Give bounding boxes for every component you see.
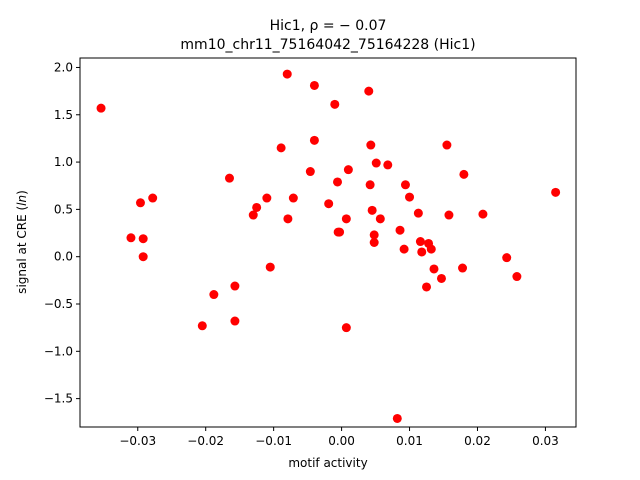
data-point	[330, 99, 340, 109]
x-axis-ticks: −0.03 −0.02 −0.01 0.00 0.01 0.02 0.03	[119, 427, 559, 448]
data-point	[135, 198, 145, 208]
data-point	[276, 143, 286, 153]
data-point	[442, 140, 452, 150]
y-tick-label: −0.5	[44, 297, 73, 311]
y-axis-label: signal at CRE (ln)	[15, 190, 29, 294]
data-point	[96, 103, 106, 113]
y-tick-label: −1.5	[44, 392, 73, 406]
data-point	[367, 205, 377, 215]
data-point	[422, 282, 432, 292]
data-point	[502, 253, 512, 263]
data-point	[335, 227, 345, 237]
chart-title-line2: mm10_chr11_75164042_75164228 (Hic1)	[180, 37, 475, 53]
x-tick-label: 0.03	[532, 434, 559, 448]
data-point	[333, 177, 343, 187]
x-axis-label: motif activity	[288, 456, 367, 470]
data-point	[429, 264, 439, 274]
data-point	[252, 202, 262, 212]
plot-area	[96, 69, 561, 423]
data-point	[436, 273, 446, 283]
y-tick-label: −1.0	[44, 344, 73, 358]
x-tick-label: 0.01	[396, 434, 423, 448]
x-tick-label: −0.03	[119, 434, 156, 448]
data-point	[265, 262, 275, 272]
data-point	[283, 214, 293, 224]
data-point	[197, 321, 207, 331]
data-point	[415, 237, 425, 247]
data-point	[138, 234, 148, 244]
y-tick-label: 0.0	[54, 250, 73, 264]
data-point	[126, 233, 136, 243]
data-point	[458, 263, 468, 273]
data-point	[138, 252, 148, 262]
data-point	[305, 167, 315, 177]
axes-frame	[79, 57, 577, 428]
data-point	[224, 173, 234, 183]
data-point	[478, 209, 488, 219]
y-tick-label: 1.0	[54, 155, 73, 169]
data-point	[230, 281, 240, 291]
x-tick-label: 0.00	[328, 434, 355, 448]
data-point	[148, 193, 158, 203]
data-point	[365, 180, 375, 190]
data-point	[364, 86, 374, 96]
data-point	[369, 230, 379, 240]
data-point	[209, 290, 219, 300]
data-point	[399, 244, 409, 254]
y-tick-label: 0.5	[54, 202, 73, 216]
data-point	[324, 199, 334, 209]
data-point	[417, 247, 427, 257]
data-point	[413, 208, 423, 218]
data-point	[262, 193, 272, 203]
data-point	[230, 316, 240, 326]
data-point	[400, 180, 410, 190]
data-point	[309, 135, 319, 145]
y-tick-label: 1.5	[54, 108, 73, 122]
data-point	[444, 210, 454, 220]
y-tick-label: 2.0	[54, 60, 73, 74]
x-tick-label: 0.02	[464, 434, 491, 448]
data-point	[383, 160, 393, 170]
x-tick-label: −0.02	[187, 434, 224, 448]
data-point	[288, 193, 298, 203]
data-point	[366, 140, 376, 150]
data-point	[282, 69, 292, 79]
y-axis-ticks: −1.5 −1.0 −0.5 0.0 0.5 1.0 1.5 2.0	[44, 60, 80, 406]
data-point	[426, 244, 436, 254]
data-point	[341, 323, 351, 333]
data-point	[395, 225, 405, 235]
data-point	[309, 80, 319, 90]
data-point	[369, 238, 379, 247]
data-point	[343, 165, 353, 175]
data-point	[341, 214, 351, 224]
data-point	[392, 413, 402, 423]
x-tick-label: −0.01	[255, 434, 292, 448]
data-point	[405, 192, 415, 202]
data-point	[551, 187, 561, 197]
data-point	[248, 210, 258, 220]
data-point	[459, 169, 469, 179]
data-point	[512, 272, 522, 282]
data-point	[375, 214, 385, 224]
chart-title-line1: Hic1, ρ = − 0.07	[270, 18, 387, 34]
data-point	[371, 158, 381, 168]
